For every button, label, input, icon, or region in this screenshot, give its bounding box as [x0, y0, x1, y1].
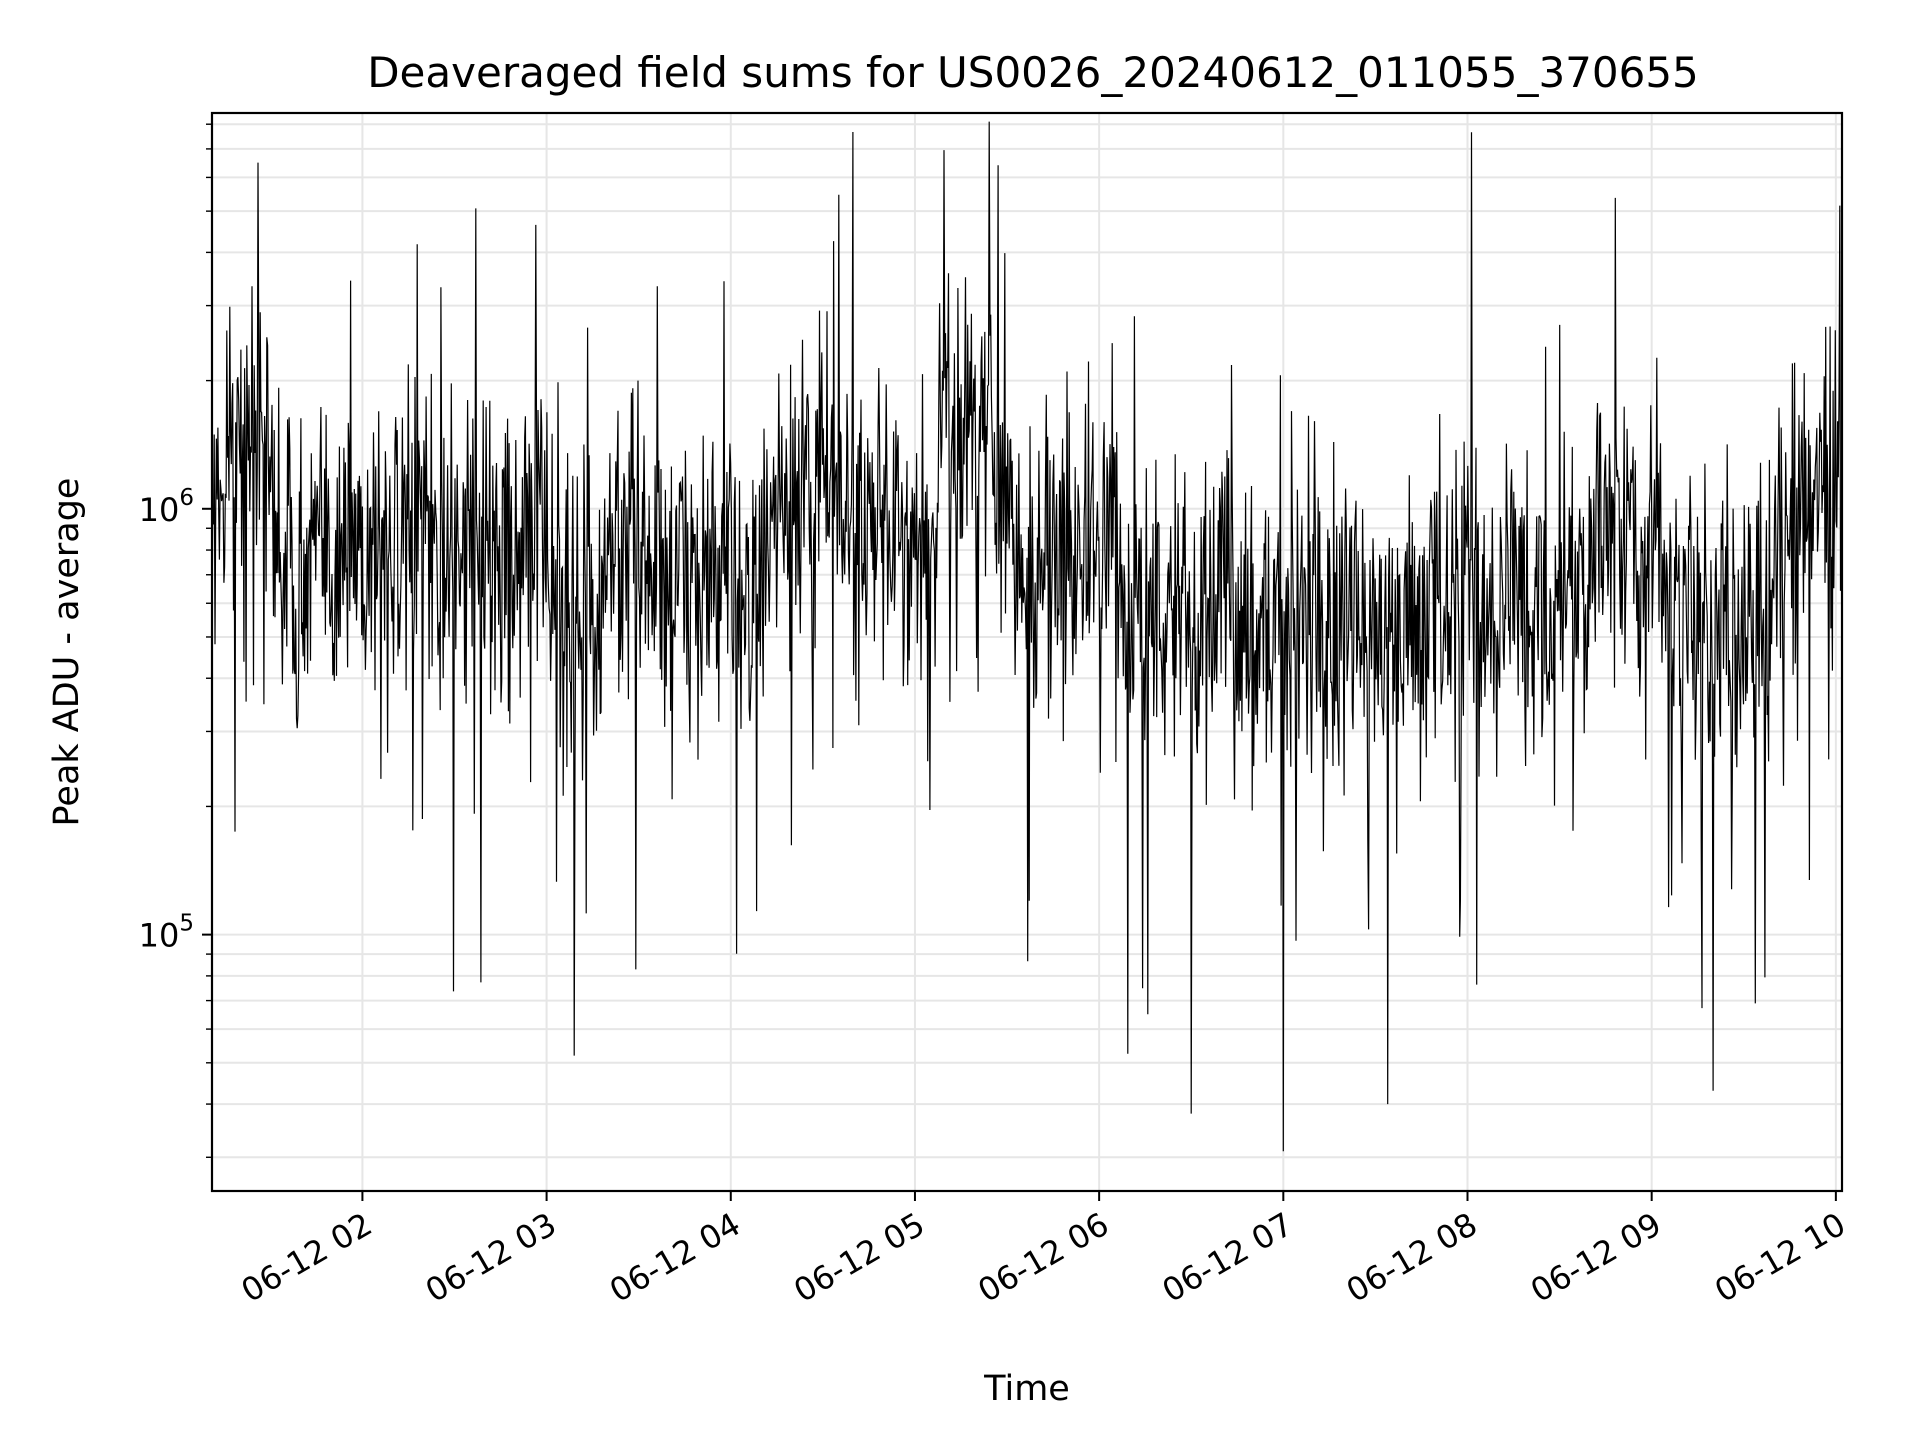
y-tick-label: 105	[139, 911, 194, 955]
y-axis-label: Peak ADU - average	[47, 478, 87, 827]
chart-title: Deaveraged field sums for US0026_2024061…	[367, 48, 1699, 97]
y-tick-label: 106	[139, 485, 194, 529]
x-axis-label: Time	[983, 1369, 1070, 1409]
y-axis-ticks: 105 106	[139, 123, 212, 1158]
plot-frame	[210, 111, 1844, 1193]
series-line	[211, 121, 1843, 1152]
data-series	[211, 121, 1843, 1152]
